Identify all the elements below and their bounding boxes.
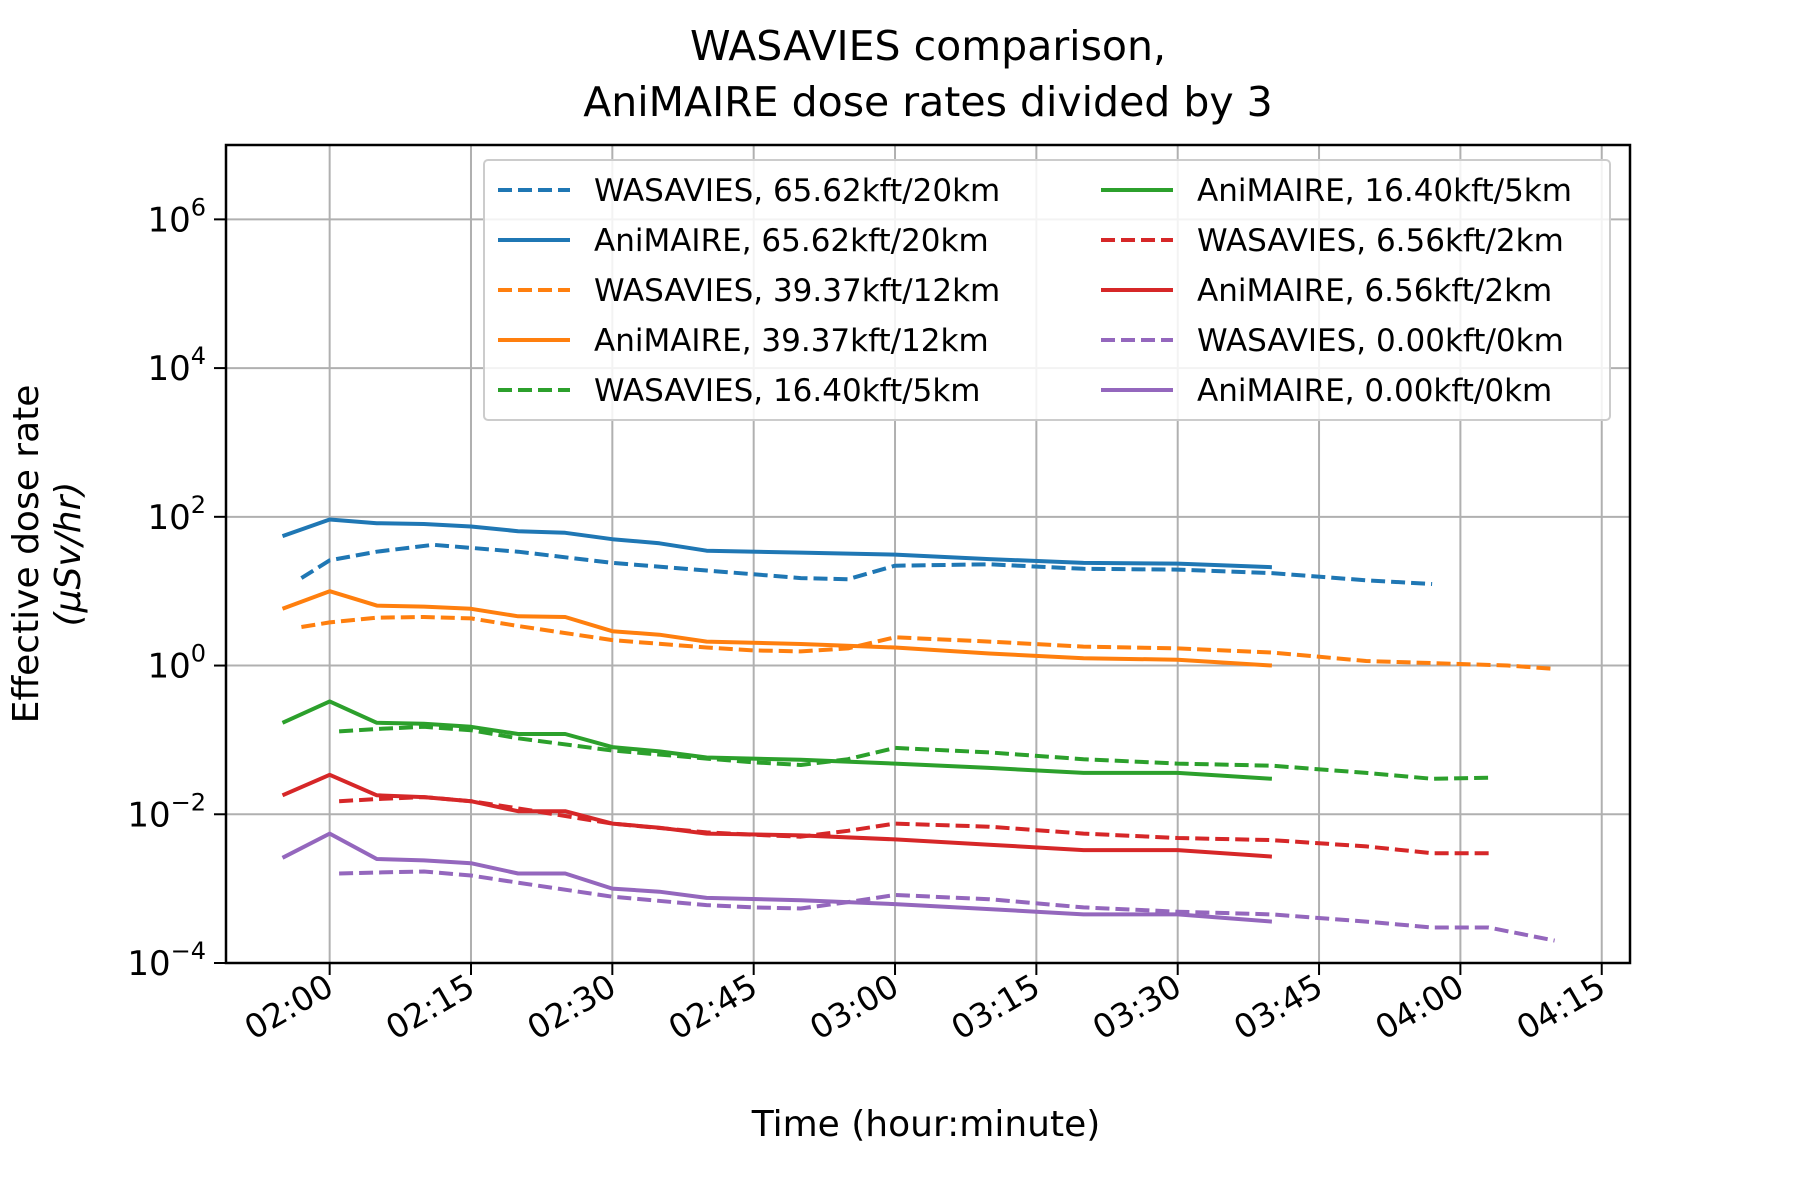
- y-tick-exponent: 6: [191, 193, 206, 221]
- x-axis-label: Time (hour:minute): [751, 1104, 1101, 1145]
- y-tick-base: 10: [147, 349, 190, 389]
- legend: WASAVIES, 65.62kft/20km AniMAIRE, 65.62kf…: [483, 159, 1611, 421]
- legend-label: AniMAIRE, 65.62kft/20km: [594, 223, 989, 259]
- y-tick-label: 10−2: [127, 788, 206, 835]
- y-tick-base: 10: [147, 647, 190, 687]
- y-tick-label: 100: [147, 640, 206, 687]
- y-tick-base: 10: [127, 944, 170, 984]
- x-tick-label: 03:15: [944, 966, 1046, 1047]
- series-line: [301, 615, 1555, 671]
- legend-label: WASAVIES, 65.62kft/20km: [594, 173, 1000, 209]
- series-line: [281, 699, 1273, 781]
- legend-label: AniMAIRE, 0.00kft/0km: [1197, 373, 1552, 409]
- series-line: [281, 831, 1273, 924]
- y-tick-label: 10−4: [127, 937, 206, 984]
- legend-label: AniMAIRE, 6.56kft/2km: [1197, 273, 1552, 309]
- x-tick-label: 03:00: [803, 966, 905, 1047]
- legend-label: WASAVIES, 39.37kft/12km: [594, 273, 1000, 309]
- series-line: [281, 517, 1272, 570]
- y-tick-label: 102: [147, 491, 206, 538]
- y-tick-exponent: −2: [171, 788, 206, 816]
- x-tick-label: 04:00: [1369, 966, 1471, 1047]
- y-tick-exponent: 0: [191, 640, 206, 668]
- y-axis-label-line-1: Effective dose rate: [6, 385, 47, 724]
- y-tick-base: 10: [147, 200, 190, 240]
- x-tick-label: 04:15: [1510, 966, 1612, 1047]
- series-layer: [281, 517, 1555, 943]
- y-tick-exponent: 2: [191, 491, 206, 519]
- x-tick-label: 02:00: [238, 966, 340, 1047]
- y-tick-base: 10: [127, 795, 170, 835]
- series-line: [281, 772, 1273, 859]
- chart-title-line-1: WASAVIES comparison,: [690, 22, 1166, 70]
- series-line: [281, 589, 1273, 668]
- x-tick-label: 03:45: [1227, 966, 1329, 1047]
- y-tick-exponent: 4: [191, 342, 206, 370]
- x-tick-label: 03:30: [1086, 966, 1188, 1047]
- x-tick-label: 02:15: [379, 966, 481, 1047]
- x-tick-label: 02:30: [520, 966, 622, 1047]
- legend-frame: [483, 159, 1611, 421]
- x-tick-label: 02:45: [662, 966, 764, 1047]
- x-axis: 02:00 02:15 02:30 02:45 03:00 03:15 03:30 03:45…: [238, 963, 1612, 1047]
- series-line: [338, 795, 1489, 856]
- y-axis-label: Effective dose rate (μSv/hr): [6, 385, 89, 724]
- y-axis-label-line-2: (μSv/hr): [48, 482, 89, 627]
- legend-label: WASAVIES, 16.40kft/5km: [594, 373, 981, 409]
- plot-frame: [224, 143, 1632, 965]
- y-tick-exponent: −4: [171, 937, 206, 965]
- y-tick-label: 104: [147, 342, 206, 389]
- legend-label: AniMAIRE, 16.40kft/5km: [1197, 173, 1572, 209]
- legend-label: WASAVIES, 6.56kft/2km: [1197, 223, 1564, 259]
- y-tick-label: 106: [147, 193, 206, 240]
- y-tick-base: 10: [147, 498, 190, 538]
- chart-title-line-2: AniMAIRE dose rates divided by 3: [583, 78, 1273, 126]
- legend-label: AniMAIRE, 39.37kft/12km: [594, 323, 989, 359]
- series-line: [300, 542, 1433, 586]
- legend-label: WASAVIES, 0.00kft/0km: [1197, 323, 1564, 359]
